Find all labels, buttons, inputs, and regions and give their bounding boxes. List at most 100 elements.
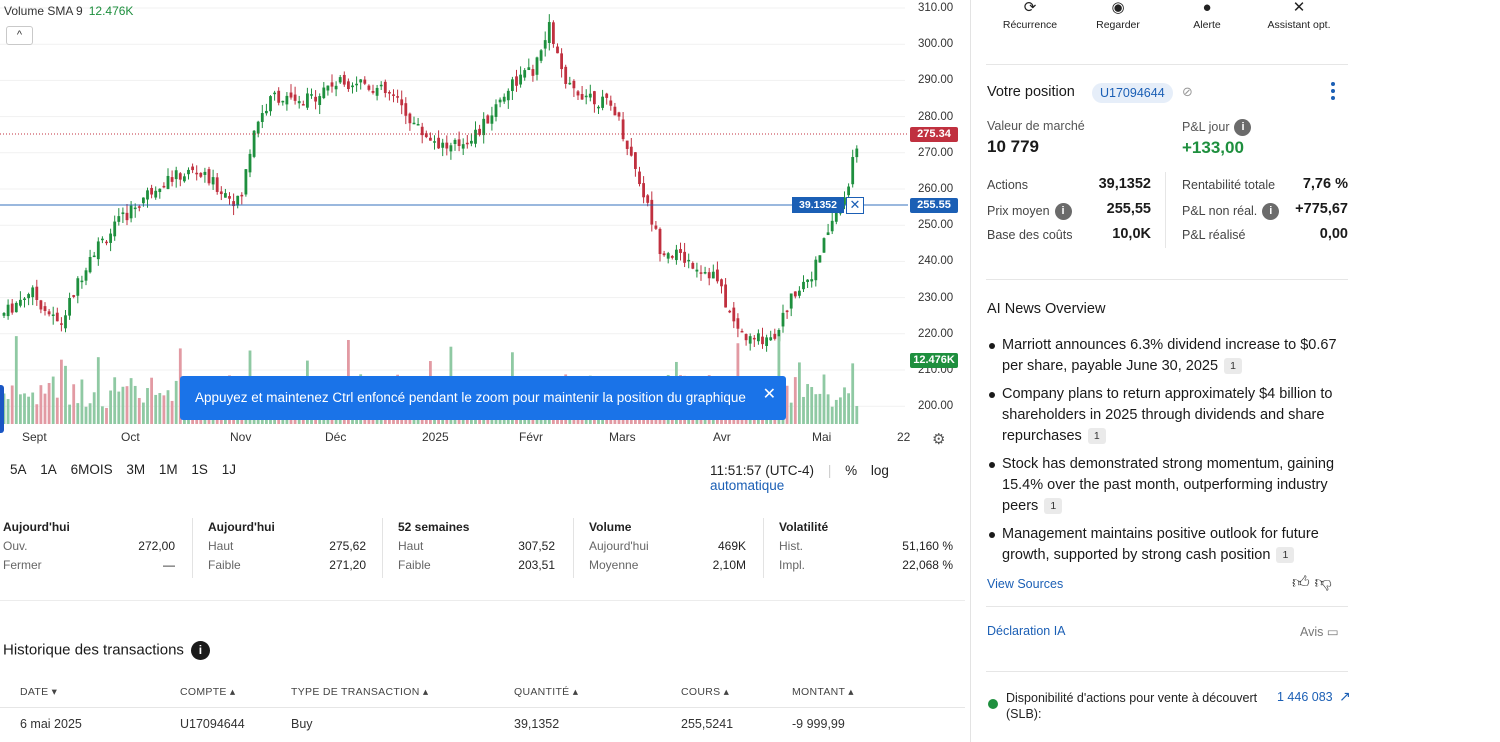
volume-bar — [834, 399, 838, 424]
candle-body — [162, 185, 166, 188]
timeframe-1s[interactable]: 1S — [191, 462, 208, 477]
timeframe-5a[interactable]: 5A — [10, 462, 27, 477]
toast-close-icon[interactable]: ✕ — [762, 386, 776, 403]
more-options-icon[interactable] — [1328, 82, 1338, 103]
timeframe-6mois[interactable]: 6MOIS — [70, 462, 113, 477]
slb-value[interactable]: 1 446 083 — [1277, 690, 1333, 704]
candle-body — [60, 323, 63, 325]
column-header[interactable]: TYPE DE TRANSACTION ▴ — [291, 686, 429, 698]
x-tick-label: Sept — [22, 430, 47, 444]
recurrence-button[interactable]: ⟳ Récurrence — [985, 0, 1075, 31]
divider — [986, 671, 1348, 672]
volume-bar — [162, 395, 166, 424]
candle-body — [273, 92, 276, 95]
candle-body — [109, 233, 112, 243]
candle-body — [342, 74, 346, 85]
candle-body — [19, 299, 22, 306]
watch-button[interactable]: ◉ Regarder — [1073, 0, 1163, 31]
table-cell: 255,5241 — [681, 717, 734, 731]
chart-settings-gear-icon[interactable]: ⚙ — [932, 431, 946, 448]
column-header[interactable]: COMPTE ▴ — [180, 686, 236, 698]
thumbs-down-icon[interactable]: 👎︎ — [1314, 573, 1332, 592]
citation-badge[interactable]: 1 — [1044, 498, 1063, 515]
candle-body — [781, 312, 785, 327]
candle-body — [31, 287, 35, 298]
candle-body — [474, 129, 477, 144]
candle-body — [634, 152, 637, 169]
candle-body — [453, 139, 457, 145]
volume-bar — [60, 359, 63, 424]
left-edge-handle[interactable] — [0, 385, 4, 433]
info-icon[interactable]: i — [1262, 203, 1280, 220]
alert-button[interactable]: ● Alerte — [1162, 0, 1252, 31]
candle-body — [310, 94, 313, 96]
candle-body — [35, 286, 39, 300]
position-close-icon[interactable]: ✕ — [846, 197, 864, 214]
volume-bar — [806, 384, 809, 424]
timeframe-1m[interactable]: 1M — [158, 462, 178, 477]
news-item: Stock has demonstrated strong momentum, … — [987, 454, 1347, 517]
candle-body — [211, 177, 215, 185]
candle-body — [552, 22, 555, 44]
column-header[interactable]: COURS ▴ — [681, 686, 730, 698]
eye-off-icon[interactable]: ⊘ — [1182, 84, 1193, 99]
position-quantity-tag[interactable]: 39.1352 — [792, 197, 844, 213]
volume-bar — [146, 388, 149, 424]
divider — [1165, 172, 1166, 248]
column-header[interactable]: MONTANT ▴ — [792, 686, 854, 698]
info-icon[interactable]: i — [1054, 203, 1072, 220]
log-toggle[interactable]: log — [870, 463, 889, 478]
total-return-value: 7,76 % — [1302, 176, 1348, 192]
account-badge: U17094644 — [1092, 83, 1173, 103]
percent-toggle[interactable]: % — [845, 463, 858, 478]
volume-bar — [39, 385, 43, 424]
candle-body — [572, 80, 576, 89]
feedback-thumbs: 👍︎ 👎︎ — [1292, 572, 1332, 593]
candle-body — [580, 94, 584, 100]
divider — [0, 600, 965, 601]
timeframe-3m[interactable]: 3M — [126, 462, 146, 477]
candle-body — [240, 194, 244, 197]
candle-body — [621, 119, 625, 140]
stat-label: Faible — [398, 558, 431, 572]
candle-body — [740, 330, 744, 333]
candle-body — [129, 205, 133, 219]
stat-group: Volatilité Hist. 51,160 % Impl. 22,068 % — [779, 520, 953, 577]
volume-bar — [105, 407, 108, 424]
citation-badge[interactable]: 1 — [1276, 547, 1295, 564]
feedback-link[interactable]: Avis ▭ — [1300, 624, 1339, 639]
price-chart[interactable]: Volume SMA 9 12.476K ^ 310.00 300.00 290.00… — [0, 0, 970, 455]
candle-body — [855, 148, 859, 158]
news-text: Marriott announces 6.3% dividend increas… — [1002, 337, 1337, 374]
column-header[interactable]: QUANTITÉ ▴ — [514, 686, 579, 698]
y-tick-label: 270.00 — [918, 146, 954, 159]
assistant-button[interactable]: ✕ Assistant opt. — [1254, 0, 1344, 31]
candle-body — [248, 153, 252, 173]
auto-scale-toggle[interactable]: automatique — [710, 478, 785, 493]
candle-body — [769, 337, 773, 341]
volume-bar — [150, 377, 153, 424]
candle-body — [92, 255, 96, 258]
timeframe-1a[interactable]: 1A — [40, 462, 57, 477]
volume-bar — [789, 402, 793, 424]
candle-body — [568, 82, 572, 85]
timeframe-1j[interactable]: 1J — [221, 462, 236, 477]
stat-value: 203,51 — [518, 558, 555, 572]
info-icon[interactable]: i — [190, 641, 210, 660]
volume-bar — [133, 385, 137, 424]
table-cell: 6 mai 2025 — [20, 717, 82, 731]
candle-body — [597, 106, 600, 109]
collapse-indicator-button[interactable]: ^ — [6, 26, 33, 45]
candle-body — [744, 333, 748, 341]
thumbs-up-icon[interactable]: 👍︎ — [1292, 573, 1310, 592]
info-icon[interactable]: i — [1234, 119, 1252, 136]
volume-bar — [142, 402, 145, 424]
volume-bar — [810, 387, 814, 424]
citation-badge[interactable]: 1 — [1087, 428, 1106, 445]
external-link-icon[interactable]: ↗ — [1339, 688, 1351, 704]
citation-badge[interactable]: 1 — [1224, 358, 1243, 375]
comment-icon: ▭ — [1326, 625, 1339, 639]
ai-disclaimer-link[interactable]: Déclaration IA — [987, 624, 1066, 638]
view-sources-link[interactable]: View Sources — [987, 577, 1064, 591]
column-header[interactable]: DATE ▾ — [20, 686, 58, 698]
